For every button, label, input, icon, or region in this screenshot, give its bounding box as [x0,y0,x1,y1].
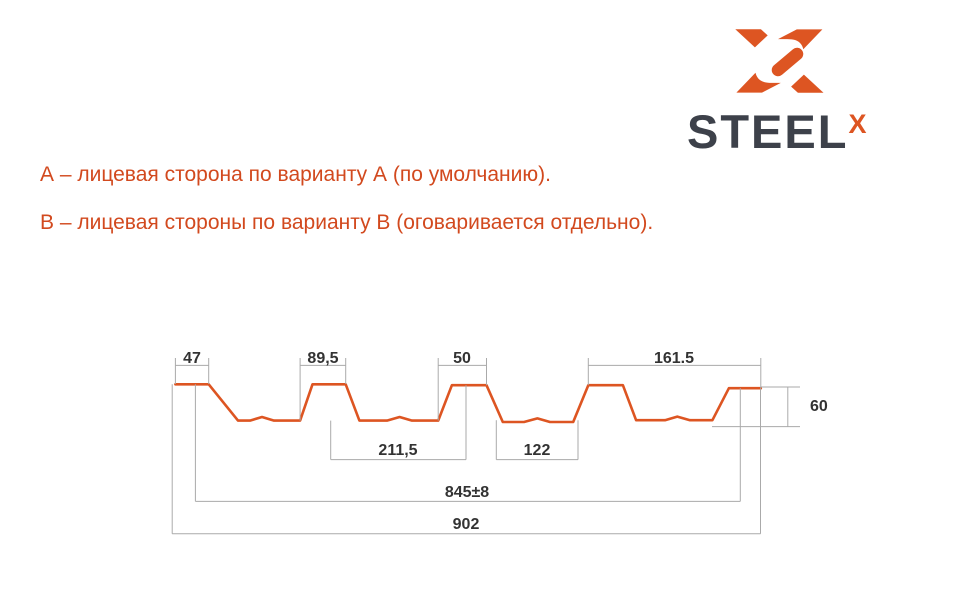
svg-text:47: 47 [183,350,201,367]
svg-text:50: 50 [453,350,471,367]
svg-text:122: 122 [524,442,551,459]
svg-text:845±8: 845±8 [445,484,489,501]
svg-text:60: 60 [810,398,828,415]
svg-text:161.5: 161.5 [654,350,694,367]
svg-text:902: 902 [453,516,480,533]
svg-text:89,5: 89,5 [307,350,338,367]
svg-text:211,5: 211,5 [378,442,417,459]
